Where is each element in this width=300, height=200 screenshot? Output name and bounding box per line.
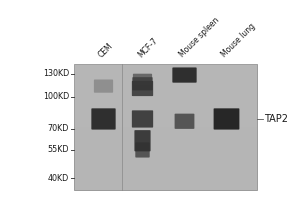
FancyBboxPatch shape (133, 74, 152, 85)
FancyBboxPatch shape (214, 108, 239, 130)
Text: 130KD: 130KD (43, 69, 69, 78)
FancyBboxPatch shape (172, 67, 197, 83)
Text: Mouse spleen: Mouse spleen (178, 16, 221, 59)
FancyBboxPatch shape (175, 114, 194, 129)
Text: TAP2: TAP2 (264, 114, 288, 124)
FancyBboxPatch shape (132, 110, 153, 128)
FancyBboxPatch shape (94, 79, 113, 93)
FancyBboxPatch shape (91, 108, 116, 130)
FancyBboxPatch shape (132, 81, 153, 96)
Text: 70KD: 70KD (48, 124, 69, 133)
FancyBboxPatch shape (74, 64, 256, 127)
FancyBboxPatch shape (134, 130, 151, 151)
Text: Mouse lung: Mouse lung (220, 22, 258, 59)
FancyBboxPatch shape (74, 64, 256, 190)
Text: 55KD: 55KD (47, 145, 69, 154)
Text: 100KD: 100KD (43, 92, 69, 101)
Text: MCF-7: MCF-7 (136, 36, 159, 59)
FancyBboxPatch shape (132, 77, 153, 90)
Text: CEM: CEM (97, 41, 115, 59)
Text: 40KD: 40KD (48, 174, 69, 183)
FancyBboxPatch shape (135, 142, 150, 158)
